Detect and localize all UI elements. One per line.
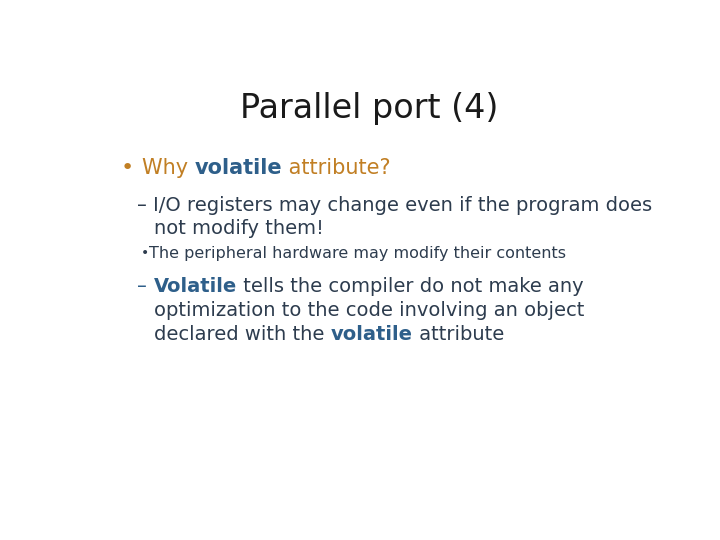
Text: – I/O registers may change even if the program does: – I/O registers may change even if the p… <box>138 196 652 215</box>
Text: •: • <box>141 246 150 260</box>
Text: declared with the: declared with the <box>154 325 330 344</box>
Text: attribute: attribute <box>413 325 504 344</box>
Text: volatile: volatile <box>194 158 282 178</box>
Text: Why: Why <box>142 158 194 178</box>
Text: The peripheral hardware may modify their contents: The peripheral hardware may modify their… <box>148 246 566 261</box>
Text: tells the compiler do not make any: tells the compiler do not make any <box>237 277 583 296</box>
Text: –: – <box>138 277 153 296</box>
Text: optimization to the code involving an object: optimization to the code involving an ob… <box>154 301 585 320</box>
Text: •: • <box>121 158 134 178</box>
Text: attribute?: attribute? <box>282 158 391 178</box>
Text: Volatile: Volatile <box>153 277 237 296</box>
Text: not modify them!: not modify them! <box>154 219 324 238</box>
Text: volatile: volatile <box>330 325 413 344</box>
Text: Parallel port (4): Parallel port (4) <box>240 92 498 125</box>
